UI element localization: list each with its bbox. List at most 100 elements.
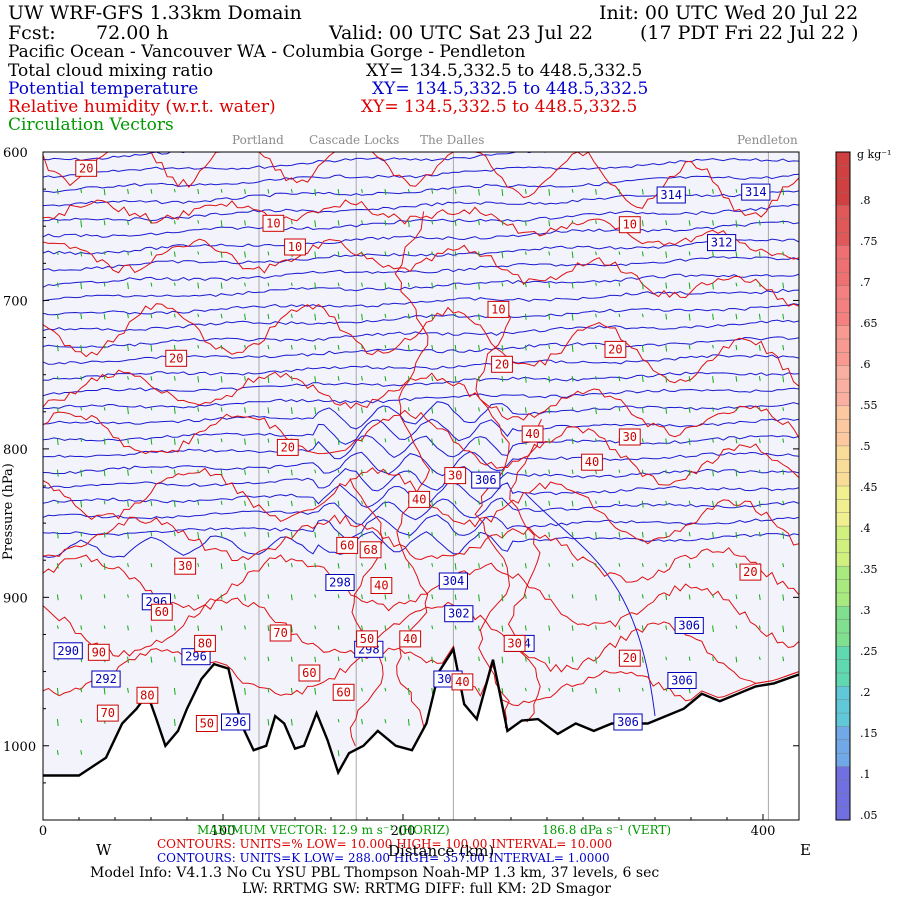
rh-label: 68 — [359, 541, 382, 559]
colorbar-band — [836, 566, 850, 581]
circulation-vector — [431, 344, 434, 350]
theta-label-text: 296 — [225, 715, 247, 729]
circulation-vector — [337, 469, 340, 474]
rh-contour — [43, 199, 799, 260]
circulation-vector — [571, 500, 574, 507]
rh-label: 30 — [503, 634, 526, 652]
circulation-vector — [244, 251, 246, 258]
rh-label-text: 50 — [200, 717, 214, 731]
circulation-vector — [384, 656, 387, 662]
rh-label-box — [618, 216, 641, 234]
circulation-vector — [524, 500, 527, 507]
rh-label-box — [174, 557, 197, 575]
circulation-vector — [548, 625, 551, 631]
theta-contour — [43, 303, 799, 332]
circulation-vector — [267, 251, 270, 256]
theta-contour — [43, 371, 799, 397]
rh-label-text: 20 — [169, 351, 183, 365]
circulation-vector — [127, 656, 129, 664]
circulation-vector — [712, 469, 714, 477]
rh-label: 60 — [332, 683, 355, 701]
circulation-vector — [384, 376, 387, 382]
rh-contour — [43, 409, 799, 486]
circulation-vector — [80, 500, 83, 508]
circulation-vector — [80, 344, 83, 352]
circulation-vector — [688, 500, 691, 505]
colorbar-band — [836, 806, 850, 821]
circulation-vector — [267, 344, 270, 350]
circulation-vector — [56, 469, 59, 477]
rh-label-text: 40 — [374, 579, 388, 593]
model-info: Model Info: V4.1.3 No Cu YSU PBL Thompso… — [90, 865, 660, 881]
circulation-vector — [384, 220, 387, 226]
circulation-vector — [688, 282, 691, 290]
colorbar-label: .5 — [860, 440, 871, 453]
circulation-vector — [571, 594, 574, 599]
rh-label-box — [262, 214, 285, 232]
circulation-vector — [665, 687, 668, 692]
circulation-vector — [407, 687, 410, 695]
circulation-vector — [782, 656, 785, 662]
circulation-vector — [361, 469, 363, 476]
circulation-vector — [244, 500, 246, 506]
circulation-vector — [712, 220, 714, 226]
colorbar-band — [836, 192, 850, 206]
circulation-vector — [127, 469, 129, 476]
circulation-vector — [571, 563, 574, 568]
circulation-vector — [524, 344, 527, 351]
circulation-vector — [56, 313, 59, 320]
circulation-vector — [548, 563, 551, 567]
rh-label-text: 30 — [623, 430, 637, 444]
circulation-vector — [641, 251, 644, 257]
rh-contour — [43, 369, 799, 439]
circulation-vector — [290, 687, 293, 694]
circulation-vector — [758, 220, 761, 226]
circulation-vector — [712, 407, 714, 412]
circulation-vector — [782, 438, 785, 443]
theta-label-box — [438, 572, 468, 590]
circulation-vector — [478, 376, 480, 382]
rh-label-box — [618, 428, 641, 446]
east-label: E — [800, 841, 811, 859]
circulation-vector — [548, 220, 551, 227]
circulation-vector — [314, 251, 317, 259]
circulation-vector — [337, 407, 340, 411]
valid-local-time: (17 PDT Fri 22 Jul 22 ) — [640, 22, 859, 44]
theta-label: 306 — [471, 471, 501, 489]
circulation-vector — [688, 594, 691, 600]
circulation-vector — [173, 438, 176, 445]
colorbar-label: .4 — [860, 522, 871, 535]
circulation-vector — [478, 563, 480, 568]
circulation-vector — [407, 188, 410, 193]
circulation-vector — [267, 594, 270, 599]
circulation-vector — [80, 687, 83, 693]
theta-label-text: 306 — [475, 473, 497, 487]
theta-contour — [43, 273, 799, 302]
circulation-vector — [478, 625, 480, 632]
colorbar-band — [836, 165, 850, 180]
rh-label: 40 — [521, 425, 544, 443]
circulation-vector — [197, 469, 200, 474]
circulation-vector — [173, 656, 176, 663]
max-vector-horiz: MAXIMUM VECTOR: 12.9 m s⁻¹ (HORIZ) — [197, 823, 450, 837]
circulation-vector — [524, 656, 527, 662]
colorbar-band — [836, 646, 850, 661]
circulation-vector — [501, 282, 504, 287]
colorbar-band — [836, 526, 850, 540]
circulation-vector — [524, 531, 527, 539]
circulation-vector — [431, 687, 434, 695]
circulation-vector — [361, 594, 363, 600]
rh-label-text: 30 — [178, 559, 192, 573]
circulation-vector — [431, 189, 434, 194]
rh-label: 40 — [370, 577, 393, 594]
circulation-vector — [80, 188, 83, 194]
circulation-vector — [688, 407, 691, 413]
circulation-vector — [782, 220, 785, 224]
circulation-vector — [173, 625, 176, 631]
theta-label-text: 296 — [185, 650, 207, 664]
circulation-vector — [267, 282, 270, 287]
circulation-vector — [782, 563, 785, 568]
theta-contour — [43, 256, 799, 288]
circulation-vector — [595, 625, 597, 630]
circulation-vector — [712, 344, 714, 349]
